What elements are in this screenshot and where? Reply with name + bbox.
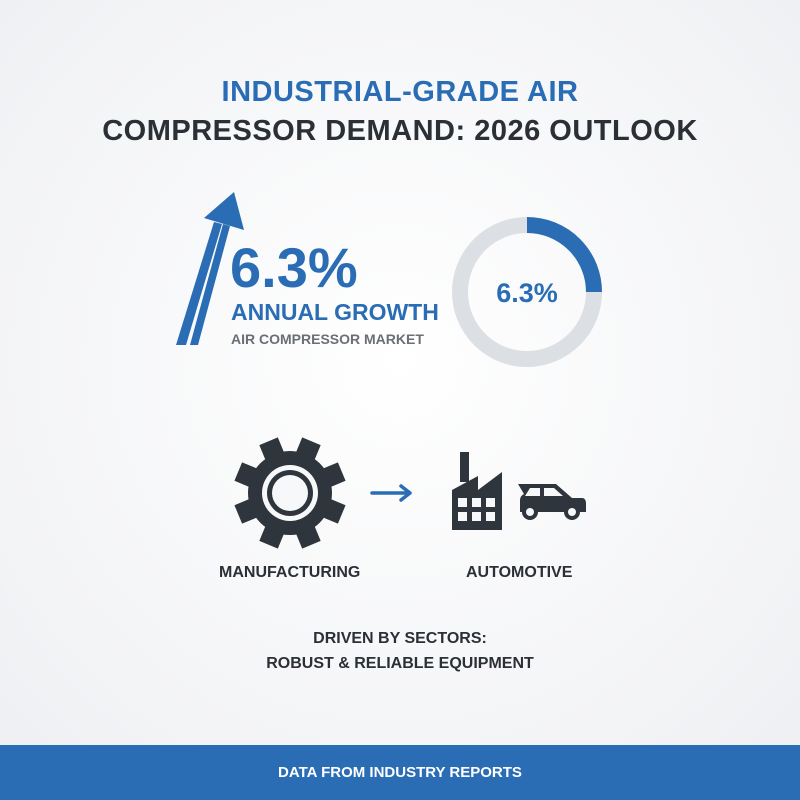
donut-label: 6.3% bbox=[496, 278, 558, 308]
title-line-1: INDUSTRIAL-GRADE AIR bbox=[221, 76, 579, 108]
growth-value: 6.3% bbox=[230, 236, 358, 299]
growth-sublabel: AIR COMPRESSOR MARKET bbox=[231, 331, 424, 347]
arrow-right-icon bbox=[370, 484, 412, 502]
footer-bar: DATA FROM INDUSTRY REPORTS bbox=[0, 745, 800, 800]
title-line-2: COMPRESSOR DEMAND: 2026 OUTLOOK bbox=[102, 115, 698, 147]
footer-text: DATA FROM INDUSTRY REPORTS bbox=[278, 764, 522, 781]
sector-label-manufacturing: MANUFACTURING bbox=[219, 564, 361, 581]
growth-arrow-icon bbox=[176, 192, 244, 345]
driven-line-1: DRIVEN BY SECTORS: bbox=[313, 630, 487, 647]
donut-fill bbox=[452, 217, 602, 367]
growth-label: ANNUAL GROWTH bbox=[231, 299, 439, 325]
driven-line-2: ROBUST & RELIABLE EQUIPMENT bbox=[266, 655, 534, 672]
donut-chart bbox=[452, 217, 602, 367]
gear-icon bbox=[234, 437, 346, 549]
factory-car-icon bbox=[452, 452, 586, 530]
sector-label-automotive: AUTOMOTIVE bbox=[466, 564, 573, 581]
driven-by-text: DRIVEN BY SECTORS: ROBUST & RELIABLE EQU… bbox=[0, 626, 800, 676]
